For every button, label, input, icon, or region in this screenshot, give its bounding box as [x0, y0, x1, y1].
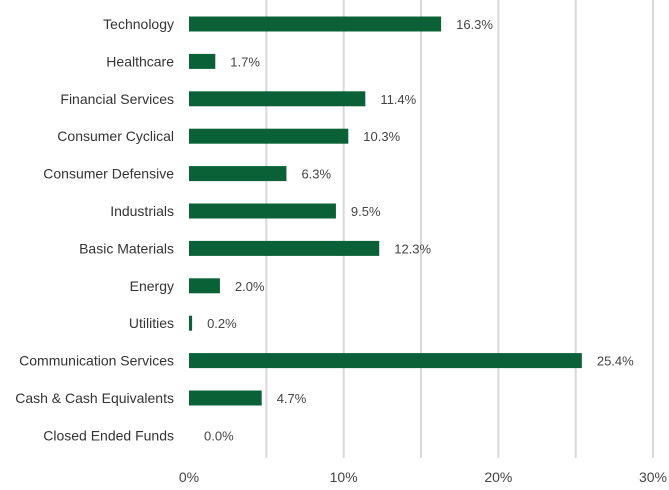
category-label: Basic Materials: [79, 240, 174, 256]
value-label: 10.3%: [363, 129, 400, 144]
bar: [189, 315, 193, 331]
category-labels: Technology Healthcare Financial Services Co…: [15, 16, 174, 443]
category-label: Closed Ended Funds: [43, 427, 174, 443]
category-label: Communication Services: [19, 353, 174, 369]
category-label: Technology: [103, 16, 174, 32]
value-label: 9.5%: [351, 204, 381, 219]
value-label: 0.0%: [204, 428, 234, 443]
value-label: 16.3%: [456, 17, 493, 32]
bar: [189, 390, 262, 406]
bar: [189, 278, 220, 294]
x-tick-label: 30%: [639, 469, 667, 485]
category-label: Cash & Cash Equivalents: [15, 390, 174, 406]
category-label: Industrials: [110, 203, 174, 219]
bar: [189, 353, 582, 369]
value-label: 6.3%: [301, 167, 331, 182]
x-axis-tick-labels: 0% 10% 20% 30%: [179, 469, 667, 485]
bar: [189, 203, 336, 219]
bar: [189, 166, 287, 182]
value-label: 2.0%: [235, 279, 265, 294]
category-label: Utilities: [129, 315, 174, 331]
category-label: Healthcare: [106, 53, 174, 69]
bar: [189, 128, 349, 144]
value-label: 1.7%: [230, 54, 260, 69]
x-tick-label: 10%: [330, 469, 358, 485]
value-label: 0.2%: [207, 316, 237, 331]
x-tick-label: 0%: [179, 469, 199, 485]
bar: [189, 53, 216, 69]
value-label: 25.4%: [597, 354, 634, 369]
bar: [189, 91, 366, 107]
grid-lines: [265, 0, 654, 458]
x-tick-label: 20%: [484, 469, 512, 485]
category-label: Financial Services: [60, 91, 174, 107]
value-label: 11.4%: [380, 92, 416, 107]
value-label: 4.7%: [277, 391, 307, 406]
bars-group: [189, 16, 582, 406]
value-label: 12.3%: [394, 241, 431, 256]
category-label: Consumer Defensive: [43, 166, 174, 182]
category-label: Energy: [130, 278, 174, 294]
bar: [189, 240, 380, 256]
bar: [189, 16, 442, 32]
category-label: Consumer Cyclical: [57, 128, 174, 144]
value-labels: 16.3% 1.7% 11.4% 10.3% 6.3% 9.5% 12.3% 2.0% 0.2%…: [204, 17, 634, 443]
